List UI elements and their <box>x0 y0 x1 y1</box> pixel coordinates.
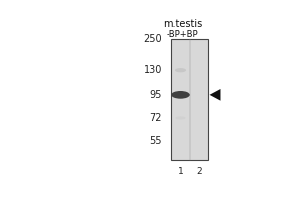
Text: 55: 55 <box>149 136 162 146</box>
Polygon shape <box>210 89 220 101</box>
Text: 250: 250 <box>143 34 162 44</box>
Text: 95: 95 <box>149 90 162 100</box>
Text: 1: 1 <box>178 167 183 176</box>
Text: 72: 72 <box>149 113 162 123</box>
FancyBboxPatch shape <box>171 39 208 160</box>
Text: m.testis: m.testis <box>163 19 203 29</box>
Text: -BP+BP: -BP+BP <box>167 30 199 39</box>
Ellipse shape <box>175 68 186 72</box>
Ellipse shape <box>176 116 186 119</box>
Text: 2: 2 <box>196 167 202 176</box>
Ellipse shape <box>171 91 190 99</box>
Text: 130: 130 <box>143 65 162 75</box>
